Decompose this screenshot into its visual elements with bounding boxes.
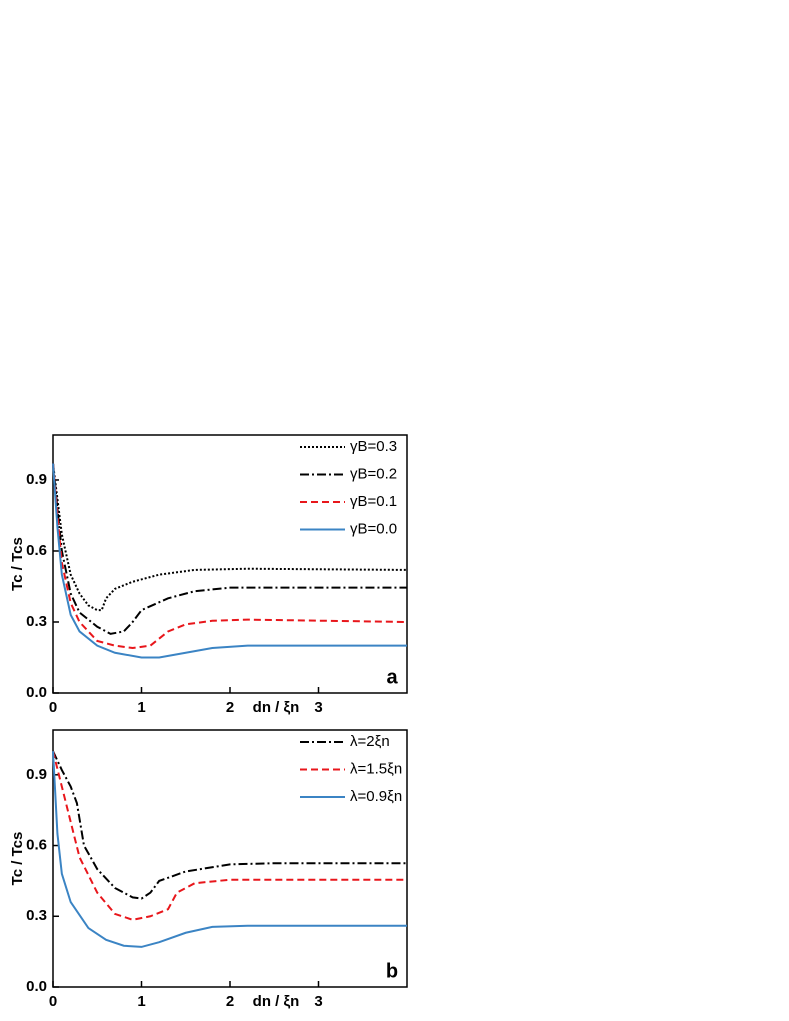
panel-label: a (386, 666, 398, 688)
x-tick-label: 1 (137, 699, 145, 716)
y-tick-label: 0.0 (26, 978, 47, 995)
y-axis-label: Tc / Tcs (9, 832, 26, 886)
legend-label: λ=1.5ξn (350, 760, 402, 777)
x-axis-label: dn / ξn (253, 993, 300, 1010)
y-tick-label: 0.9 (26, 766, 47, 783)
series-line (52, 751, 407, 948)
x-tick-label: 3 (314, 699, 322, 716)
legend-label: λ=2ξn (350, 733, 390, 750)
y-tick-label: 0.3 (26, 907, 47, 924)
legend-label: γB=0.1 (350, 493, 397, 510)
panel-label: b (386, 960, 398, 982)
legend-label: γB=0.2 (350, 465, 397, 482)
x-tick-label: 0 (49, 993, 57, 1010)
y-tick-label: 0.6 (26, 542, 47, 559)
y-axis-label: Tc / Tcs (9, 537, 26, 591)
series-line (52, 463, 407, 659)
x-tick-label: 2 (226, 993, 234, 1010)
x-tick-label: 0 (49, 699, 57, 716)
y-tick-label: 0.6 (26, 837, 47, 854)
y-tick-label: 0.9 (26, 471, 47, 488)
series-line (52, 750, 407, 900)
legend-label: λ=0.9ξn (350, 788, 402, 805)
series-line (52, 463, 407, 635)
series-line (52, 463, 408, 612)
x-tick-label: 3 (314, 993, 322, 1010)
series-line (52, 750, 407, 921)
legend-label: γB=0.3 (350, 438, 397, 455)
legend-label: γB=0.0 (350, 520, 397, 537)
y-tick-label: 0.0 (26, 684, 47, 701)
series-line (52, 463, 408, 650)
x-tick-label: 2 (226, 699, 234, 716)
x-axis-label: dn / ξn (253, 699, 300, 716)
x-tick-label: 1 (137, 993, 145, 1010)
y-tick-label: 0.3 (26, 613, 47, 630)
